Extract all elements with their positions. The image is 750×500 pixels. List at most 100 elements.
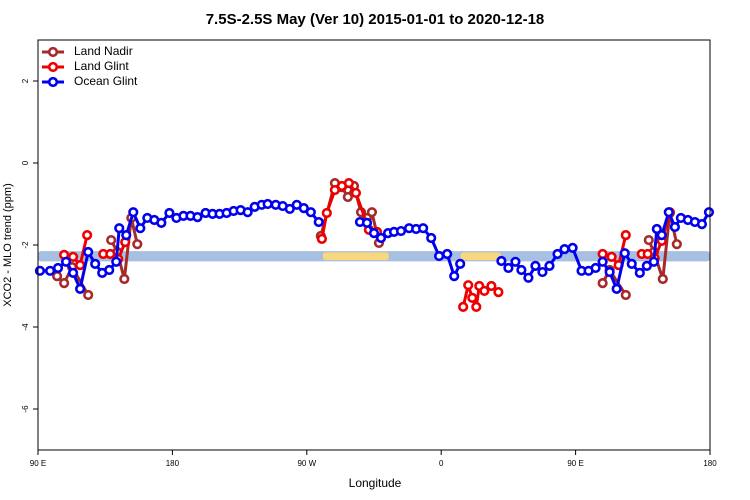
data-point [67, 251, 79, 262]
data-point [105, 248, 116, 260]
data-point [350, 187, 362, 199]
legend-marker [47, 46, 59, 58]
x-tick-label: 0 [439, 459, 444, 468]
x-tick-label: 180 [703, 459, 717, 468]
data-point [449, 271, 460, 282]
data-point [106, 234, 117, 246]
y-tick-label: -2 [21, 241, 30, 249]
data-point [641, 260, 652, 272]
y-tick-label: -4 [21, 323, 30, 331]
data-point [544, 260, 555, 272]
data-point [305, 207, 316, 218]
data-point [321, 207, 332, 219]
data-point [104, 264, 115, 276]
data-point [434, 250, 445, 262]
y-tick-label: 2 [21, 78, 30, 83]
data-point [510, 256, 521, 267]
data-point [418, 223, 429, 234]
data-point [83, 289, 94, 301]
data-point [530, 260, 541, 272]
data-point [669, 221, 681, 233]
data-point [164, 207, 175, 219]
data-point [559, 244, 570, 255]
data-point [426, 232, 437, 244]
data-point [262, 198, 273, 210]
data-point [455, 258, 466, 269]
data-point [642, 248, 653, 260]
data-point [121, 230, 132, 241]
data-point [458, 301, 469, 313]
data-point [343, 177, 355, 189]
data-point [132, 239, 143, 250]
data-point [82, 230, 93, 241]
data-point [375, 232, 387, 244]
x-tick-label: 90 E [30, 459, 46, 468]
data-point [537, 266, 548, 278]
data-point [463, 280, 474, 291]
data-point [619, 248, 630, 259]
data-point [552, 248, 563, 260]
data-point [634, 267, 645, 278]
data-point [648, 256, 659, 267]
data-point [597, 256, 608, 267]
data-point [298, 203, 309, 214]
y-tick-label: 0 [21, 160, 30, 165]
x-tick-label: 180 [166, 459, 180, 468]
data-point [342, 191, 353, 203]
data-point [696, 218, 708, 230]
band [322, 252, 389, 261]
data-point [604, 266, 615, 278]
series-line [63, 181, 672, 309]
series-line [56, 181, 679, 296]
data-point [479, 285, 490, 297]
data-point [313, 216, 324, 228]
data-point [284, 203, 295, 215]
data-point [567, 242, 578, 253]
data-point [503, 262, 514, 274]
data-point [611, 283, 622, 294]
data-point [471, 301, 482, 313]
data-point [703, 207, 715, 218]
chart-title: 7.5S-2.5S May (Ver 10) 2015-01-01 to 202… [206, 11, 545, 28]
data-point [516, 264, 527, 276]
legend-label: Ocean Glint [74, 74, 138, 88]
data-point [671, 239, 682, 250]
data-point [75, 259, 86, 271]
data-point [368, 228, 380, 239]
legend-marker [47, 76, 59, 88]
data-point [75, 283, 86, 294]
data-point [114, 223, 125, 234]
data-point [651, 223, 662, 235]
data-point [119, 273, 130, 285]
data-point [52, 271, 63, 282]
data-point [590, 262, 601, 274]
data-point [52, 262, 64, 274]
x-axis-label: Longitude [349, 476, 402, 490]
data-point [620, 289, 631, 301]
data-point [606, 251, 617, 262]
data-point [242, 207, 253, 218]
data-point [83, 246, 94, 258]
data-point [366, 207, 378, 218]
data-point [156, 217, 167, 228]
data-point [395, 225, 407, 237]
y-axis-label: XCO2 - MLO trend (ppm) [2, 183, 14, 306]
data-point [442, 248, 453, 260]
data-point [523, 272, 534, 283]
data-point [316, 233, 327, 244]
legend-label: Land Nadir [74, 44, 133, 58]
band [460, 252, 501, 261]
data-point [620, 230, 631, 241]
plot-area [34, 177, 715, 313]
x-tick-label: 90 E [567, 459, 583, 468]
data-point [663, 207, 674, 218]
data-point [467, 292, 478, 303]
data-point [597, 248, 608, 260]
data-point [493, 287, 504, 298]
data-point [626, 258, 637, 269]
data-point [329, 184, 340, 196]
data-point [135, 223, 146, 234]
data-point [361, 217, 373, 228]
data-point [486, 280, 497, 292]
